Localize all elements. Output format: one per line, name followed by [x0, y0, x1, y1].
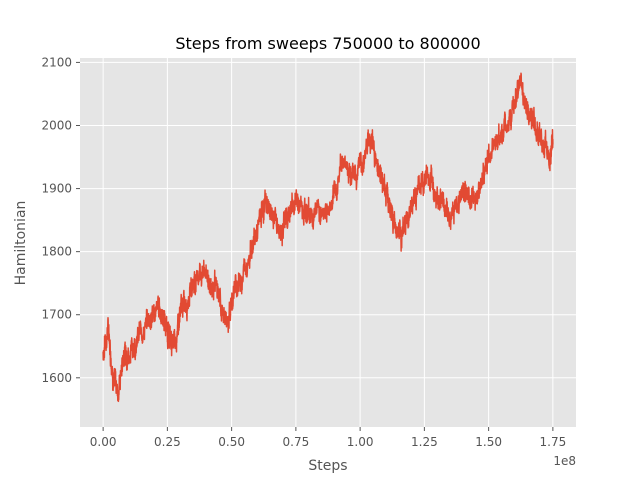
x-tick-label: 1.25 [411, 435, 438, 449]
y-tick-label: 1700 [41, 308, 72, 322]
y-tick-label: 1900 [41, 182, 72, 196]
y-tick-label: 2000 [41, 118, 72, 132]
x-tick-label: 1.75 [540, 435, 567, 449]
chart-title: Steps from sweeps 750000 to 800000 [175, 34, 480, 53]
x-tick-label: 0.00 [90, 435, 117, 449]
x-offset-label: 1e8 [553, 454, 576, 468]
y-tick-label: 2100 [41, 55, 72, 69]
y-axis-label: Hamiltonian [13, 201, 29, 286]
x-tick-label: 1.00 [347, 435, 374, 449]
x-tick-label: 1.50 [475, 435, 502, 449]
series-layer [102, 72, 554, 403]
grid [80, 58, 576, 427]
plot-background [80, 58, 576, 427]
y-tick-label: 1800 [41, 245, 72, 259]
series-line [102, 72, 554, 403]
x-tick-label: 0.25 [154, 435, 181, 449]
x-axis: 0.00 0.25 0.50 0.75 1.00 1.25 1.50 1.75 [90, 427, 566, 449]
y-axis: 1600 1700 1800 1900 2000 2100 [41, 55, 80, 385]
x-tick-label: 0.50 [218, 435, 245, 449]
x-axis-label: Steps [308, 458, 347, 474]
y-tick-label: 1600 [41, 371, 72, 385]
x-tick-label: 0.75 [283, 435, 310, 449]
